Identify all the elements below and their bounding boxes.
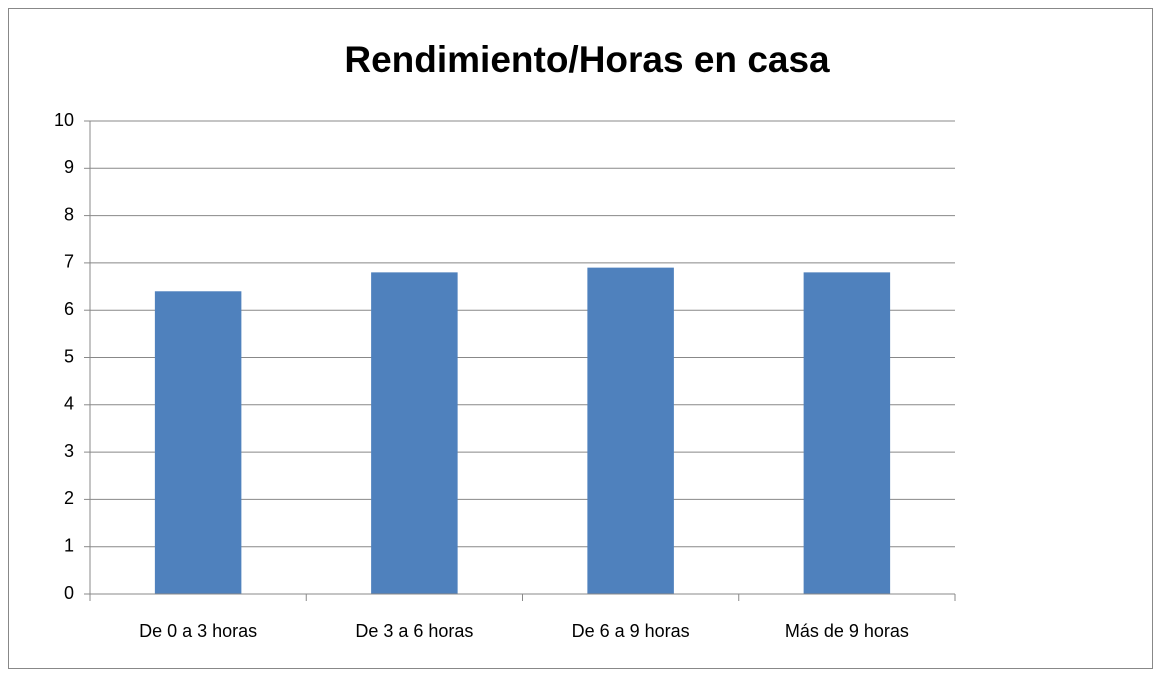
y-tick-label: 8 bbox=[64, 204, 74, 224]
y-tick-label: 6 bbox=[64, 299, 74, 319]
x-tick-label: De 0 a 3 horas bbox=[139, 621, 257, 641]
bar bbox=[371, 272, 458, 594]
y-tick-label: 5 bbox=[64, 346, 74, 366]
y-tick-label: 7 bbox=[64, 252, 74, 272]
x-tick-label: De 3 a 6 horas bbox=[355, 621, 473, 641]
x-tick-label: De 6 a 9 horas bbox=[572, 621, 690, 641]
y-tick-label: 4 bbox=[64, 394, 74, 414]
y-tick-label: 1 bbox=[64, 535, 74, 555]
y-tick-label: 0 bbox=[64, 583, 74, 603]
y-tick-label: 3 bbox=[64, 441, 74, 461]
bar bbox=[154, 291, 242, 594]
x-tick-label: Más de 9 horas bbox=[785, 621, 909, 641]
y-tick-label: 9 bbox=[64, 157, 74, 177]
chart-title: Rendimiento/Horas en casa bbox=[344, 39, 830, 80]
bar bbox=[587, 267, 674, 594]
bar bbox=[803, 272, 891, 594]
y-tick-label: 10 bbox=[54, 110, 74, 130]
y-tick-label: 2 bbox=[64, 488, 74, 508]
